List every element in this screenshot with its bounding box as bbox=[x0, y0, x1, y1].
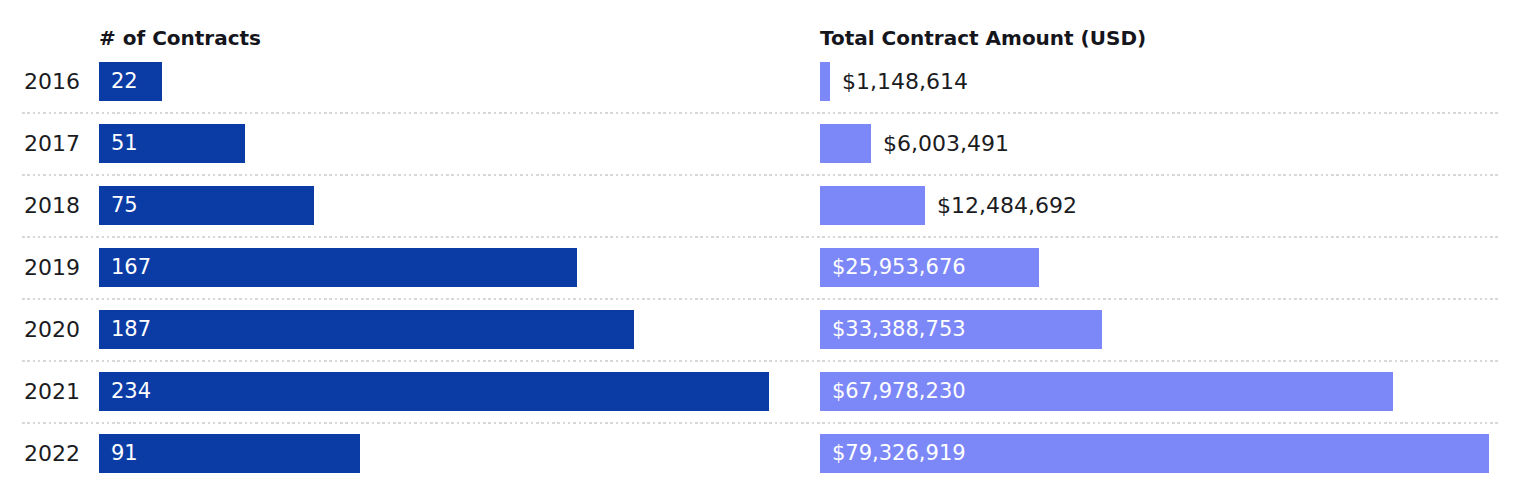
left-bar-value: 91 bbox=[111, 434, 138, 473]
left-bar bbox=[99, 434, 360, 473]
right-bar bbox=[820, 124, 871, 163]
year-label: 2017 bbox=[24, 124, 96, 163]
year-label: 2016 bbox=[24, 62, 96, 101]
left-bar-value: 187 bbox=[111, 310, 151, 349]
right-bar-value: $67,978,230 bbox=[832, 372, 966, 411]
row-separator bbox=[22, 422, 1498, 424]
year-label: 2018 bbox=[24, 186, 96, 225]
left-bar-value: 75 bbox=[111, 186, 138, 225]
right-bar-value: $25,953,676 bbox=[832, 248, 966, 287]
right-bar-value: $1,148,614 bbox=[842, 62, 968, 101]
row-separator bbox=[22, 298, 1498, 300]
year-label: 2022 bbox=[24, 434, 96, 473]
right-bar-value: $79,326,919 bbox=[832, 434, 966, 473]
row-separator bbox=[22, 112, 1498, 114]
left-bar-value: 234 bbox=[111, 372, 151, 411]
left-bar-value: 51 bbox=[111, 124, 138, 163]
right-bar-value: $12,484,692 bbox=[937, 186, 1077, 225]
row-separator bbox=[22, 236, 1498, 238]
left-bar bbox=[99, 372, 769, 411]
year-label: 2021 bbox=[24, 372, 96, 411]
left-bar-value: 22 bbox=[111, 62, 138, 101]
right-bar-value: $33,388,753 bbox=[832, 310, 966, 349]
right-bar-value: $6,003,491 bbox=[883, 124, 1009, 163]
left-chart-title: # of Contracts bbox=[99, 26, 261, 50]
year-label: 2020 bbox=[24, 310, 96, 349]
left-bar bbox=[99, 248, 577, 287]
row-separator bbox=[22, 174, 1498, 176]
right-bar bbox=[820, 62, 830, 101]
right-bar bbox=[820, 186, 925, 225]
right-chart-title: Total Contract Amount (USD) bbox=[820, 26, 1146, 50]
year-label: 2019 bbox=[24, 248, 96, 287]
row-separator bbox=[22, 360, 1498, 362]
dual-bar-chart: # of Contracts Total Contract Amount (US… bbox=[0, 0, 1520, 494]
left-bar-value: 167 bbox=[111, 248, 151, 287]
left-bar bbox=[99, 310, 634, 349]
